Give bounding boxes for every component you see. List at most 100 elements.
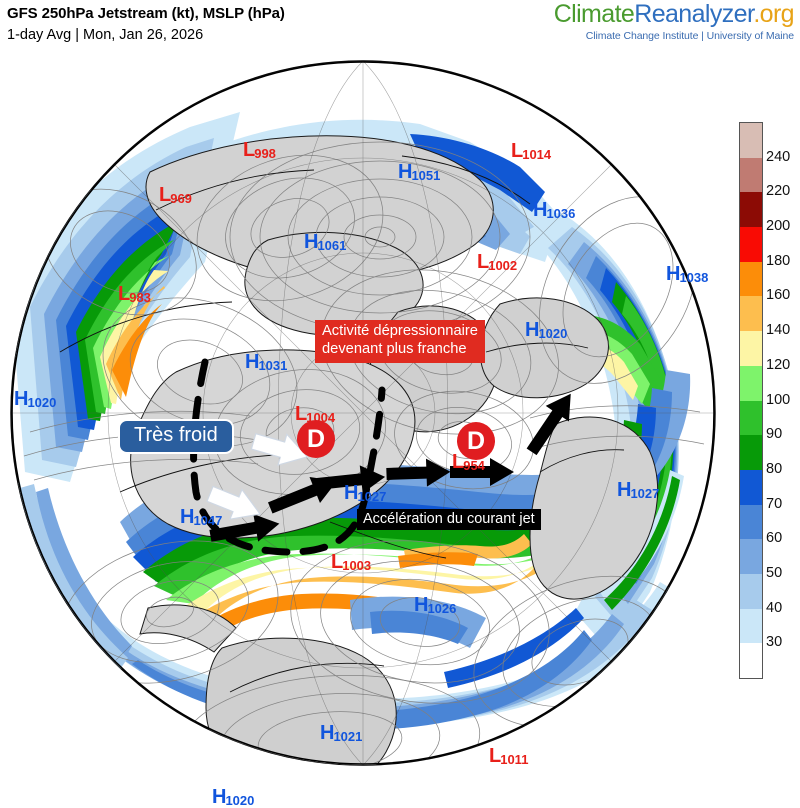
logo-tagline: Climate Change Institute | University of…: [585, 30, 794, 42]
pressure-label-type: H: [14, 388, 29, 410]
pressure-label-l-1011: L1011: [489, 746, 528, 766]
pressure-label-l-1003: L1003: [331, 552, 371, 572]
pressure-label-type: H: [398, 161, 413, 183]
pressure-label-type: H: [617, 479, 632, 501]
colorbar-segment-60: [740, 539, 762, 574]
pressure-label-h-1027: H1027: [617, 480, 659, 500]
pressure-label-value: 1011: [500, 752, 529, 767]
globe-map[interactable]: [0, 52, 726, 774]
page-title: GFS 250hPa Jetstream (kt), MSLP (hPa): [7, 5, 285, 22]
pressure-label-h-1020: H1020: [14, 389, 56, 409]
annotation-activite-depressionnaire: Activité dépressionnaire devenant plus f…: [315, 320, 485, 363]
graticule: [11, 61, 715, 765]
colorbar-segment-90: [740, 435, 762, 470]
pressure-label-value: 1036: [546, 206, 576, 221]
colorbar-segment-220: [740, 192, 762, 228]
annotation-tres-froid: Très froid: [118, 419, 234, 454]
pressure-label-h-1020: H1020: [212, 787, 254, 807]
pressure-label-value: 1026: [427, 601, 457, 616]
colorbar-segment-180: [740, 261, 762, 297]
pressure-label-type: L: [118, 283, 131, 305]
pressure-label-h-1051: H1051: [398, 162, 440, 182]
page-header: GFS 250hPa Jetstream (kt), MSLP (hPa) 1-…: [0, 0, 800, 52]
pressure-label-value: 1038: [679, 270, 709, 285]
jet-arrows: [209, 393, 571, 542]
annotation-line-1: Activité dépressionnaire: [322, 323, 478, 339]
colorbar-tick-50: 50: [766, 564, 783, 581]
colorbar-tick-120: 120: [766, 356, 791, 373]
pressure-label-value: 1031: [258, 358, 288, 373]
pressure-label-type: L: [243, 139, 256, 161]
depression-marker-2: D: [457, 422, 495, 460]
pressure-label-type: H: [344, 482, 359, 504]
pressure-label-type: L: [295, 403, 308, 425]
cold-air-arrows: [206, 432, 309, 520]
pressure-label-value: 1014: [522, 147, 552, 162]
brand-logo[interactable]: ClimateReanalyzer.org Climate Change Ins…: [553, 0, 795, 42]
pressure-label-h-1036: H1036: [533, 200, 575, 220]
colorbar-segment-80: [740, 469, 762, 505]
pressure-label-type: H: [533, 199, 548, 221]
pressure-label-type: H: [180, 506, 195, 528]
colorbar[interactable]: [739, 122, 763, 679]
pressure-label-value: 1020: [538, 326, 568, 341]
page-subtitle: 1-day Avg | Mon, Jan 26, 2026: [7, 27, 204, 43]
pressure-label-type: L: [489, 745, 502, 767]
colorbar-segment-240: [740, 157, 762, 193]
colorbar-segment-40: [740, 608, 762, 644]
colorbar-segment-50: [740, 573, 762, 609]
colorbar-tick-40: 40: [766, 599, 783, 616]
colorbar-tick-240: 240: [766, 148, 791, 165]
pressure-label-value: 1021: [333, 729, 363, 744]
pressure-label-h-1031: H1031: [245, 352, 287, 372]
depression-marker-1: D: [297, 420, 335, 458]
colorbar-tick-140: 140: [766, 322, 791, 339]
pressure-label-h-1026: H1026: [414, 595, 456, 615]
annotation-line-2: devenant plus franche: [322, 340, 467, 357]
colorbar-tick-100: 100: [766, 391, 791, 408]
colorbar-tick-200: 200: [766, 218, 791, 235]
pressure-label-h-1021: H1021: [320, 723, 362, 743]
colorbar-tick-80: 80: [766, 460, 783, 477]
colorbar-segment-70: [740, 504, 762, 540]
pressure-label-type: H: [666, 263, 681, 285]
pressure-label-type: L: [477, 251, 490, 273]
pressure-label-h-1020: H1020: [525, 320, 567, 340]
annotation-acceleration-courant-jet: Accélération du courant jet: [357, 509, 541, 530]
pressure-label-type: H: [414, 594, 429, 616]
colorbar-segment-100: [740, 400, 762, 436]
pressure-label-value: 1061: [317, 238, 347, 253]
colorbar-segment-160: [740, 296, 762, 332]
colorbar-tick-160: 160: [766, 287, 791, 304]
pressure-label-type: H: [320, 722, 335, 744]
colorbar-tick-60: 60: [766, 530, 783, 547]
colorbar-segment-200: [740, 227, 762, 262]
pressure-label-value: 1020: [27, 395, 57, 410]
pressure-label-value: 1047: [193, 513, 223, 528]
pressure-label-h-1061: H1061: [304, 232, 346, 252]
pressure-label-l-983: L983: [118, 284, 151, 304]
pressure-label-value: 998: [254, 146, 276, 161]
pressure-label-type: H: [304, 231, 319, 253]
globe-svg: [10, 60, 716, 766]
pressure-label-value: 969: [170, 191, 192, 206]
colorbar-tick-70: 70: [766, 495, 783, 512]
pressure-label-value: 1027: [630, 486, 660, 501]
pressure-label-value: 1051: [411, 168, 441, 183]
logo-part-climate: Climate: [553, 0, 635, 28]
logo-part-org: .org: [753, 0, 794, 28]
logo-part-reanalyzer: Reanalyzer: [634, 0, 754, 28]
colorbar-segment-120: [740, 365, 762, 401]
colorbar-tick-220: 220: [766, 183, 791, 200]
colorbar-tick-90: 90: [766, 426, 783, 443]
logo-wordmark: ClimateReanalyzer.org: [553, 0, 795, 28]
pressure-label-h-1047: H1047: [180, 507, 222, 527]
pressure-label-type: H: [245, 351, 260, 373]
pressure-label-value: 983: [129, 290, 151, 305]
pressure-label-value: 1020: [225, 793, 255, 808]
pressure-label-h-1027: H1027: [344, 483, 386, 503]
colorbar-tick-180: 180: [766, 252, 791, 269]
pressure-label-type: L: [159, 184, 172, 206]
coastlines: [59, 155, 625, 693]
colorbar-segment-30: [740, 643, 762, 678]
